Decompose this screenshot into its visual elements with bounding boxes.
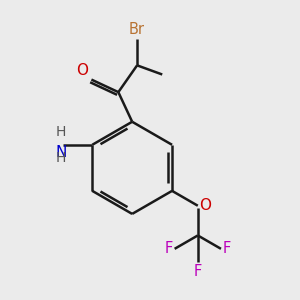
Text: Br: Br [129, 22, 145, 37]
Text: F: F [194, 264, 202, 279]
Text: F: F [223, 241, 231, 256]
Text: H: H [56, 125, 66, 140]
Text: N: N [56, 146, 67, 160]
Text: O: O [199, 198, 211, 213]
Text: O: O [76, 63, 88, 78]
Text: F: F [165, 241, 173, 256]
Text: H: H [56, 151, 66, 165]
